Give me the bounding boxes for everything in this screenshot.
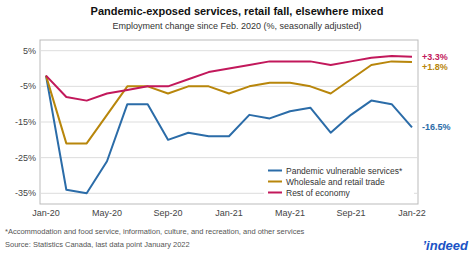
legend-swatch	[268, 192, 282, 194]
logo: ’indeed	[422, 238, 469, 253]
title: Pandemic-exposed services, retail fall, …	[91, 5, 384, 17]
x-tick-label: May-21	[275, 208, 305, 218]
end-label: +1.8%	[422, 62, 448, 72]
footnote: *Accommodation and food service, informa…	[5, 227, 305, 236]
x-tick-label: Sep-20	[153, 208, 182, 218]
x-tick-label: Jan-20	[32, 208, 60, 218]
y-tick-label: -35%	[15, 188, 36, 198]
y-tick-label: 5%	[23, 46, 36, 56]
x-tick-label: May-20	[92, 208, 122, 218]
legend-label: Rest of economy	[286, 188, 351, 198]
grid-line	[40, 157, 418, 158]
legend-swatch	[268, 170, 282, 172]
subtitle: Employment change since Feb. 2020 (%, se…	[112, 21, 361, 31]
plot-frame	[40, 40, 418, 204]
grid-line	[40, 50, 418, 51]
legend-bg	[264, 162, 414, 201]
y-tick-label: -25%	[15, 153, 36, 163]
series-line	[46, 61, 412, 143]
end-label: +3.3%	[422, 52, 448, 62]
lines	[46, 56, 412, 193]
series-line	[46, 56, 412, 101]
grid-line	[40, 86, 418, 87]
x-tick-label: Jan-21	[215, 208, 243, 218]
grid-line	[40, 122, 418, 123]
footnote: Source: Statistics Canada, last data poi…	[5, 240, 190, 249]
x-tick-label: Sep-21	[336, 208, 365, 218]
y-tick-label: -15%	[15, 117, 36, 127]
legend-swatch	[268, 181, 282, 183]
chart: Pandemic-exposed services, retail fall, …	[0, 0, 474, 258]
y-tick-label: -5%	[20, 81, 36, 91]
legend: Pandemic vulnerable services*Wholesale a…	[264, 162, 414, 201]
legend-label: Pandemic vulnerable services*	[286, 166, 403, 176]
x-tick-label: Jan-22	[398, 208, 426, 218]
legend-label: Wholesale and retail trade	[286, 177, 385, 187]
end-label: -16.5%	[422, 122, 451, 132]
